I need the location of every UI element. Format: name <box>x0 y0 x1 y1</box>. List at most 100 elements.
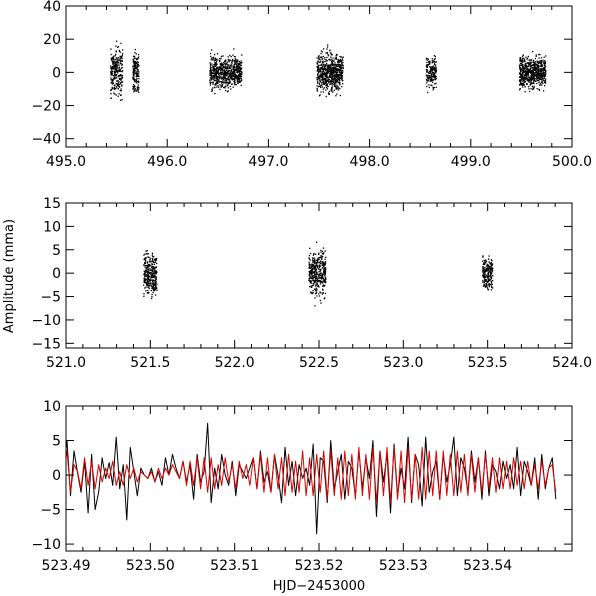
data-point <box>148 276 151 278</box>
x-axis-label: HJD−2453000 <box>273 579 365 594</box>
data-point <box>147 270 150 272</box>
data-point <box>237 70 240 72</box>
data-point <box>217 75 219 78</box>
data-point <box>237 60 239 62</box>
data-point <box>239 70 242 72</box>
data-point <box>240 84 242 87</box>
data-point <box>237 66 239 68</box>
data-point <box>339 55 341 58</box>
data-point <box>322 65 324 67</box>
data-point <box>236 70 239 72</box>
data-point <box>223 69 225 71</box>
data-point <box>228 66 231 68</box>
data-point <box>312 254 315 256</box>
data-point <box>151 287 153 289</box>
data-point <box>482 276 485 278</box>
data-point <box>487 271 490 273</box>
data-point <box>213 75 215 77</box>
data-point <box>219 59 221 62</box>
data-point <box>323 68 326 71</box>
data-point <box>235 66 238 68</box>
data-point <box>133 77 135 79</box>
data-point <box>111 57 113 59</box>
data-point <box>524 59 526 62</box>
data-point <box>215 67 218 69</box>
data-point <box>326 84 328 86</box>
data-point <box>146 284 148 287</box>
data-point <box>155 266 157 268</box>
data-point <box>313 279 316 282</box>
data-point <box>332 74 334 77</box>
data-point <box>117 95 119 97</box>
data-point <box>229 82 231 84</box>
data-point <box>431 84 433 87</box>
data-point <box>132 66 134 68</box>
data-point <box>224 70 227 72</box>
data-point <box>230 77 232 79</box>
data-point <box>525 71 527 73</box>
data-point <box>235 59 237 61</box>
data-point <box>324 284 326 287</box>
data-point <box>435 61 438 63</box>
data-point <box>238 81 240 83</box>
data-point <box>120 56 122 58</box>
data-point <box>338 66 341 68</box>
data-point <box>326 71 328 74</box>
data-point <box>238 80 241 82</box>
data-point <box>540 63 542 65</box>
data-point <box>155 277 157 279</box>
data-point <box>152 270 154 272</box>
data-point <box>339 77 341 80</box>
data-point <box>331 59 334 61</box>
data-point <box>329 83 331 86</box>
data-point <box>224 60 226 62</box>
data-point <box>429 63 431 65</box>
data-point <box>219 88 221 91</box>
data-point <box>136 78 138 80</box>
data-point <box>487 264 490 266</box>
data-point <box>338 62 340 64</box>
data-point <box>525 56 527 58</box>
data-point <box>214 59 216 61</box>
data-point <box>534 67 537 69</box>
data-point <box>432 89 434 91</box>
data-point <box>332 72 334 75</box>
data-point <box>137 73 139 75</box>
data-point <box>110 69 113 71</box>
data-point <box>216 81 218 84</box>
data-point <box>153 271 155 273</box>
data-point <box>218 57 221 60</box>
data-point <box>311 284 313 287</box>
data-point <box>518 64 521 66</box>
data-point <box>425 78 428 81</box>
data-point <box>527 72 529 74</box>
data-point <box>116 83 118 85</box>
data-point <box>321 63 323 65</box>
x-tick-label: 523.52 <box>295 558 344 574</box>
data-point <box>310 277 312 280</box>
data-point <box>321 79 323 81</box>
data-point <box>524 63 526 65</box>
data-point <box>323 81 325 83</box>
data-point <box>324 269 327 271</box>
data-point <box>112 63 114 65</box>
data-point <box>341 85 343 88</box>
data-point <box>215 60 218 62</box>
data-point <box>132 78 135 80</box>
data-point <box>234 66 236 68</box>
data-point <box>240 74 242 76</box>
data-marks <box>66 422 557 535</box>
data-point <box>425 58 427 60</box>
data-point <box>314 277 317 279</box>
data-point <box>324 78 326 81</box>
data-point <box>522 70 525 73</box>
data-point <box>237 76 239 78</box>
data-point <box>116 57 118 59</box>
data-point <box>319 64 322 66</box>
data-point <box>327 54 329 56</box>
data-point <box>333 89 335 92</box>
data-point <box>319 256 321 259</box>
data-point <box>316 81 319 83</box>
data-point <box>326 83 328 85</box>
